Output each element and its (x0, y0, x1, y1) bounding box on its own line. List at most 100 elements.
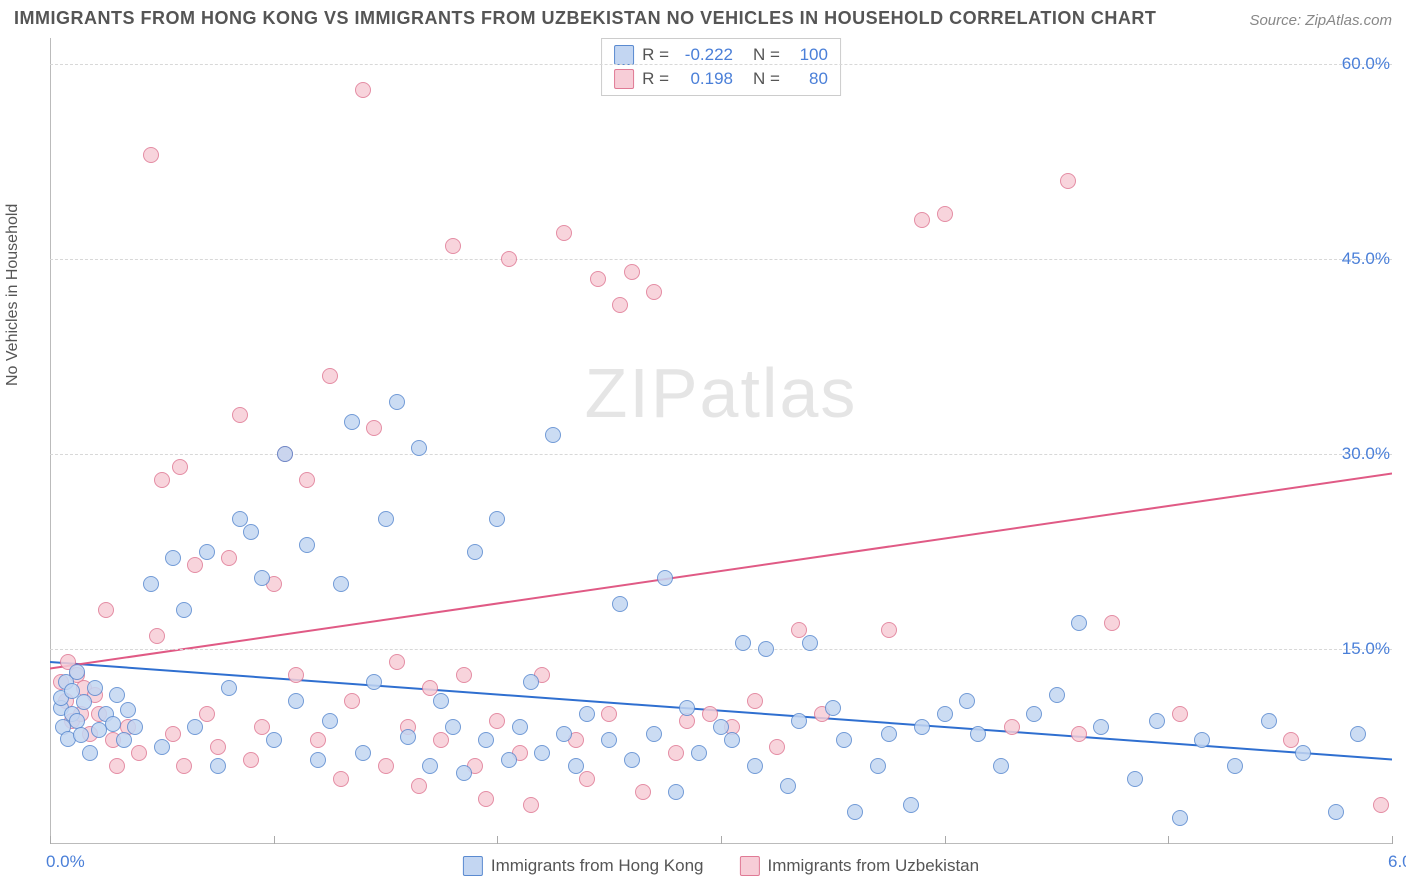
scatter-point-hk (187, 719, 203, 735)
plot-area: ZIPatlas R =-0.222N =100R =0.198N =80 Im… (50, 38, 1392, 844)
scatter-point-hk (344, 414, 360, 430)
x-tick-mark (50, 836, 51, 844)
scatter-point-hk (143, 576, 159, 592)
scatter-point-uz (172, 459, 188, 475)
scatter-point-hk (422, 758, 438, 774)
scatter-point-hk (467, 544, 483, 560)
scatter-point-hk (881, 726, 897, 742)
scatter-point-hk (657, 570, 673, 586)
scatter-point-hk (512, 719, 528, 735)
scatter-point-uz (310, 732, 326, 748)
scatter-point-uz (523, 797, 539, 813)
scatter-point-uz (187, 557, 203, 573)
scatter-point-hk (534, 745, 550, 761)
scatter-point-uz (165, 726, 181, 742)
scatter-point-hk (825, 700, 841, 716)
scatter-point-hk (433, 693, 449, 709)
scatter-point-uz (288, 667, 304, 683)
series-legend-label: Immigrants from Uzbekistan (767, 856, 979, 876)
scatter-point-uz (590, 271, 606, 287)
series-legend-item-hk: Immigrants from Hong Kong (463, 856, 704, 876)
scatter-point-hk (668, 784, 684, 800)
trend-line-hk (50, 662, 1392, 760)
scatter-point-uz (333, 771, 349, 787)
scatter-point-hk (1295, 745, 1311, 761)
scatter-point-hk (322, 713, 338, 729)
y-tick-label: 60.0% (1342, 54, 1390, 74)
scatter-point-uz (646, 284, 662, 300)
scatter-point-hk (545, 427, 561, 443)
scatter-point-uz (1004, 719, 1020, 735)
scatter-point-hk (355, 745, 371, 761)
scatter-point-uz (489, 713, 505, 729)
scatter-point-hk (176, 602, 192, 618)
scatter-point-uz (411, 778, 427, 794)
scatter-point-uz (378, 758, 394, 774)
scatter-point-uz (143, 147, 159, 163)
scatter-point-hk (612, 596, 628, 612)
scatter-point-uz (747, 693, 763, 709)
scatter-point-hk (1350, 726, 1366, 742)
scatter-point-hk (1194, 732, 1210, 748)
y-tick-label: 30.0% (1342, 444, 1390, 464)
scatter-point-hk (1172, 810, 1188, 826)
scatter-point-hk (501, 752, 517, 768)
scatter-point-hk (109, 687, 125, 703)
scatter-point-uz (344, 693, 360, 709)
scatter-point-hk (679, 700, 695, 716)
scatter-point-uz (881, 622, 897, 638)
scatter-point-uz (601, 706, 617, 722)
scatter-point-uz (1060, 173, 1076, 189)
x-tick-mark (274, 836, 275, 844)
scatter-point-hk (1026, 706, 1042, 722)
scatter-point-uz (176, 758, 192, 774)
scatter-point-hk (1093, 719, 1109, 735)
x-tick-label: 6.0% (1388, 852, 1406, 872)
scatter-point-hk (1071, 615, 1087, 631)
scatter-point-hk (780, 778, 796, 794)
scatter-point-hk (847, 804, 863, 820)
scatter-point-uz (635, 784, 651, 800)
scatter-point-uz (456, 667, 472, 683)
scatter-point-hk (836, 732, 852, 748)
scatter-point-uz (149, 628, 165, 644)
stats-legend: R =-0.222N =100R =0.198N =80 (601, 38, 841, 96)
scatter-point-hk (802, 635, 818, 651)
x-tick-mark (945, 836, 946, 844)
scatter-point-uz (1373, 797, 1389, 813)
scatter-point-hk (243, 524, 259, 540)
scatter-point-uz (366, 420, 382, 436)
scatter-point-uz (243, 752, 259, 768)
scatter-point-hk (333, 576, 349, 592)
scatter-point-uz (154, 472, 170, 488)
scatter-point-uz (1071, 726, 1087, 742)
series-legend-label: Immigrants from Hong Kong (491, 856, 704, 876)
gridline (50, 454, 1392, 455)
scatter-point-hk (747, 758, 763, 774)
scatter-point-hk (724, 732, 740, 748)
scatter-point-hk (1328, 804, 1344, 820)
scatter-point-hk (1049, 687, 1065, 703)
scatter-point-uz (355, 82, 371, 98)
scatter-point-uz (210, 739, 226, 755)
scatter-point-hk (266, 732, 282, 748)
scatter-point-uz (612, 297, 628, 313)
scatter-point-uz (221, 550, 237, 566)
legend-swatch (614, 69, 634, 89)
scatter-point-hk (69, 664, 85, 680)
scatter-point-hk (478, 732, 494, 748)
scatter-point-hk (1261, 713, 1277, 729)
scatter-point-hk (73, 727, 89, 743)
scatter-point-uz (501, 251, 517, 267)
scatter-point-hk (120, 702, 136, 718)
gridline (50, 64, 1392, 65)
scatter-point-hk (937, 706, 953, 722)
scatter-point-hk (1149, 713, 1165, 729)
scatter-point-hk (378, 511, 394, 527)
scatter-point-hk (791, 713, 807, 729)
scatter-point-uz (433, 732, 449, 748)
scatter-point-uz (322, 368, 338, 384)
scatter-point-hk (601, 732, 617, 748)
y-tick-label: 45.0% (1342, 249, 1390, 269)
x-tick-mark (1168, 836, 1169, 844)
